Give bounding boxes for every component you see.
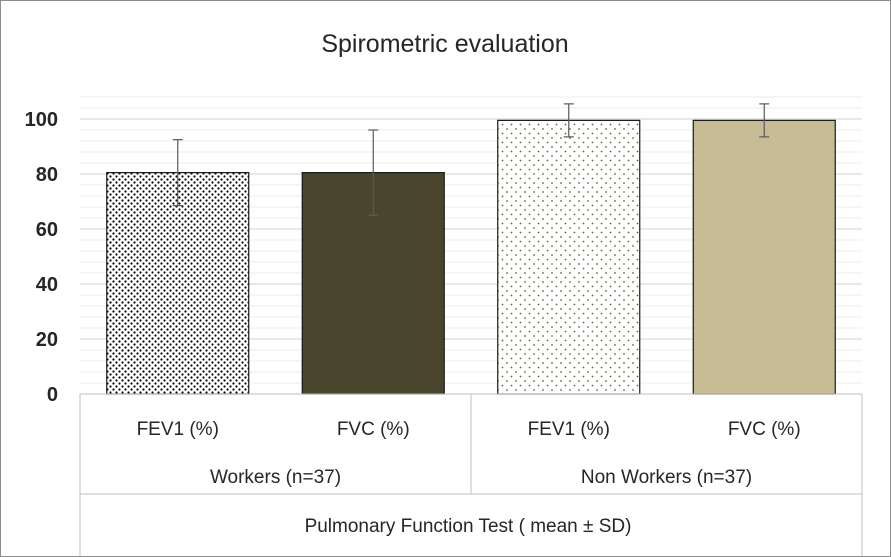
y-axis-ticks: 0 20 40 60 80 100 <box>25 109 58 406</box>
x-group-label: Non Workers (n=37) <box>581 467 752 488</box>
x-axis: FEV1 (%) FVC (%) FEV1 (%) FVC (%) Workers (n… <box>79 393 863 556</box>
bar <box>106 172 250 395</box>
y-tick-label: 60 <box>36 219 58 241</box>
y-tick-label: 40 <box>36 274 58 296</box>
error-bar <box>563 103 574 138</box>
chart-title: Spirometric evaluation <box>321 30 568 58</box>
y-tick-label: 20 <box>36 329 58 351</box>
x-group-label: Workers (n=37) <box>210 467 341 488</box>
error-bar <box>172 139 183 207</box>
y-tick-label: 80 <box>36 164 58 186</box>
bars <box>106 119 836 395</box>
x-category-label: FEV1 (%) <box>528 419 610 440</box>
y-tick-label: 100 <box>25 109 58 131</box>
x-category-label: FVC (%) <box>728 419 801 440</box>
x-category-label: FEV1 (%) <box>137 419 219 440</box>
bar <box>692 119 836 395</box>
error-bar <box>368 129 379 216</box>
error-bars <box>172 103 770 216</box>
error-bar <box>759 103 770 138</box>
x-axis-title: Pulmonary Function Test ( mean ± SD) <box>305 516 632 537</box>
y-tick-label: 0 <box>47 384 58 406</box>
bar <box>497 119 641 395</box>
x-category-label: FVC (%) <box>337 419 410 440</box>
